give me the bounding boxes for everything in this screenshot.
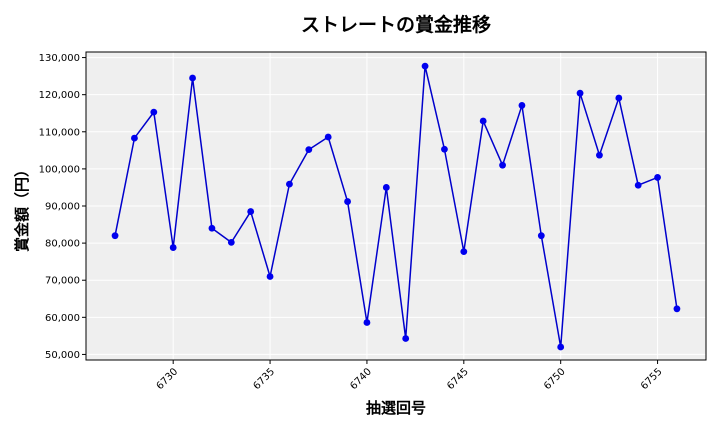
data-point (305, 146, 313, 153)
data-point (537, 232, 545, 240)
y-axis-label: 賞金額（円） (13, 162, 31, 252)
x-tick-label: 6755 (639, 366, 665, 392)
data-point (382, 184, 390, 191)
data-point (596, 151, 603, 159)
data-point (441, 145, 448, 153)
y-tick-label: 120,000 (39, 90, 80, 101)
data-point (344, 198, 351, 205)
data-point (324, 133, 332, 141)
data-point (634, 181, 642, 189)
data-point (576, 89, 584, 97)
y-tick-label: 60,000 (45, 313, 80, 324)
y-tick-label: 100,000 (39, 164, 80, 175)
grid-lines (86, 52, 706, 360)
x-axis-label: 抽選回号 (366, 399, 426, 417)
data-point (150, 108, 158, 116)
data-point (654, 174, 661, 181)
data-point (286, 180, 293, 188)
chart-title: ストレートの賞金推移 (301, 13, 491, 36)
data-point (227, 238, 235, 246)
y-axis-ticks: 50,000 60,000 70,000 80,000 90,000 100,000 110… (39, 53, 86, 361)
data-points (111, 62, 681, 351)
x-tick-label: 6730 (155, 366, 181, 392)
data-point (247, 208, 255, 215)
y-tick-label: 80,000 (45, 239, 80, 250)
data-point (615, 94, 623, 102)
data-point (169, 244, 177, 251)
data-point (111, 232, 119, 240)
series-line (114, 65, 678, 348)
y-tick-label: 50,000 (45, 350, 80, 361)
x-tick-label: 6745 (445, 366, 471, 392)
data-point (208, 224, 216, 232)
data-point (189, 74, 196, 82)
data-point (518, 102, 526, 109)
data-point (402, 335, 410, 342)
x-tick-label: 6735 (251, 366, 277, 392)
data-point (673, 305, 681, 313)
x-axis-ticks: 6730 6735 6740 6745 6750 6755 (155, 360, 665, 392)
data-point (131, 134, 138, 142)
data-point (479, 117, 487, 125)
data-point (421, 62, 429, 70)
y-tick-label: 90,000 (45, 202, 80, 213)
x-tick-label: 6740 (348, 366, 374, 392)
y-tick-label: 110,000 (39, 127, 80, 138)
series-line-group (114, 65, 678, 348)
data-point (460, 248, 468, 256)
x-tick-label: 6750 (542, 366, 568, 392)
data-point (266, 273, 274, 280)
data-point (499, 161, 506, 169)
data-point (557, 343, 565, 351)
data-point (363, 319, 371, 326)
y-tick-label: 130,000 (39, 53, 80, 64)
y-tick-label: 70,000 (45, 276, 80, 287)
